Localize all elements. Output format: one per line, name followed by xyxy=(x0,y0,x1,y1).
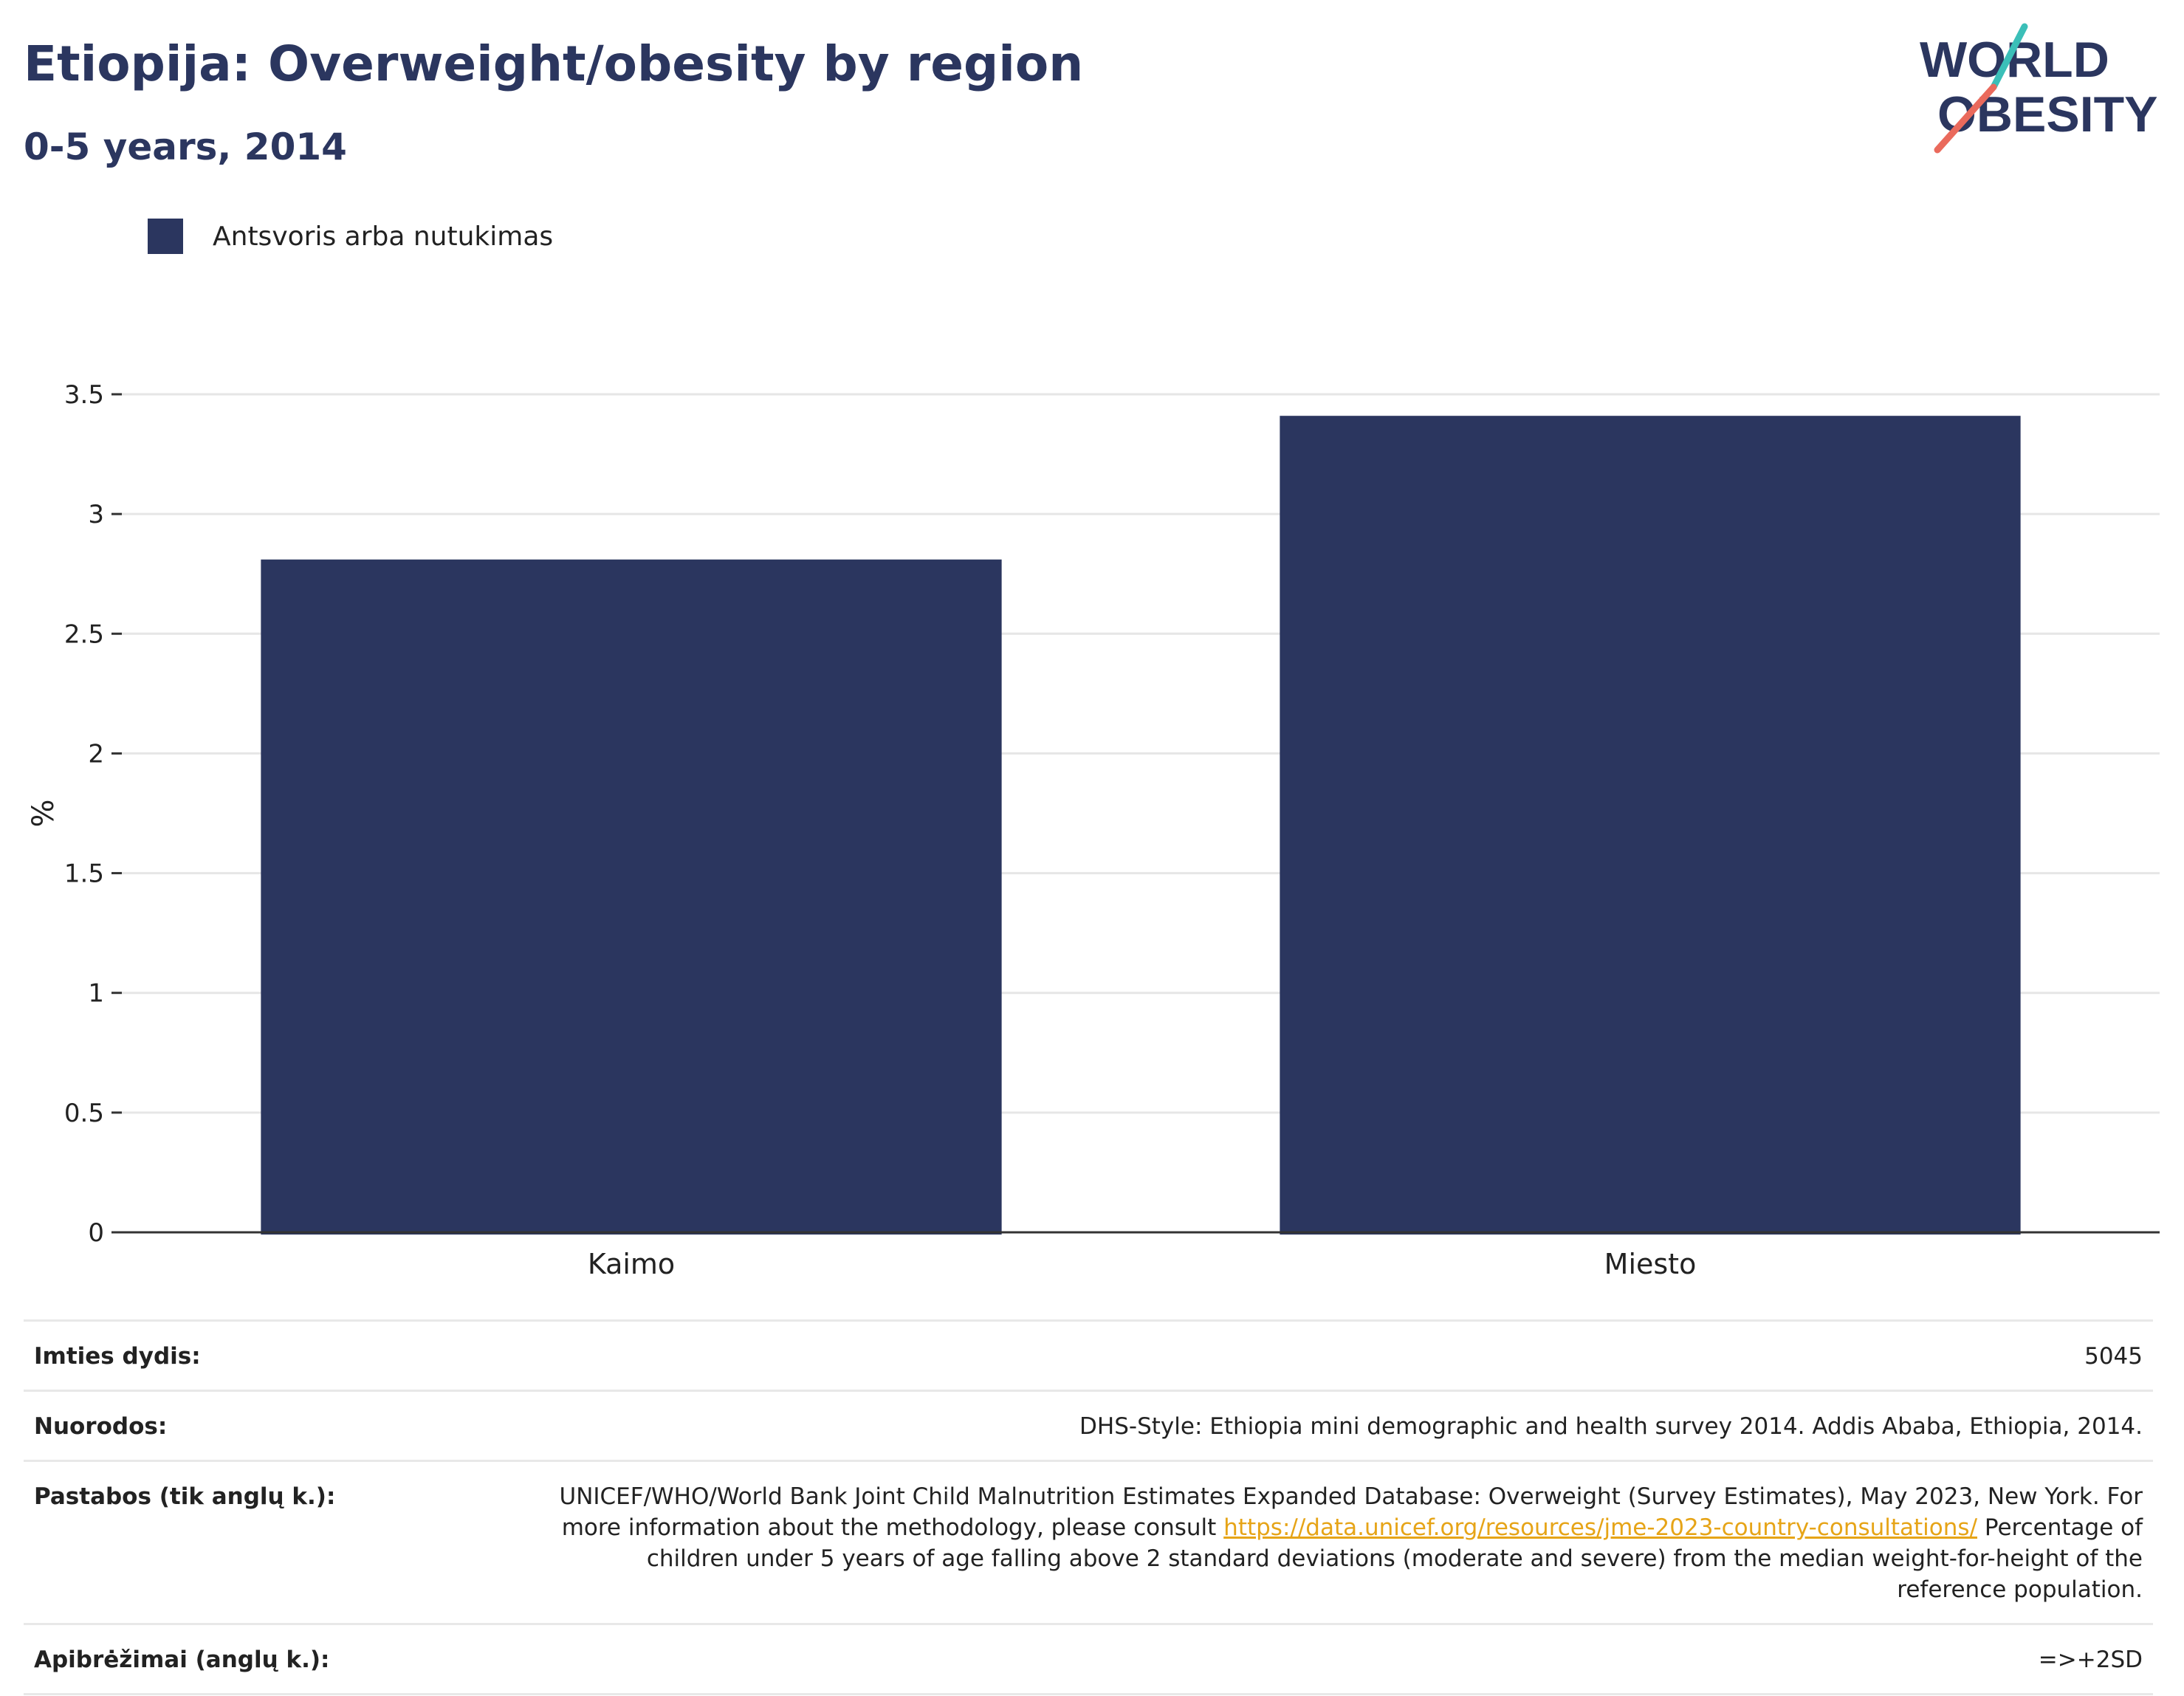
legend-label: Antsvoris arba nutukimas xyxy=(213,221,554,252)
x-tick-label: Miesto xyxy=(1604,1248,1697,1280)
world-obesity-logo: WORLD OBESITY xyxy=(1920,23,2158,154)
notes-link[interactable]: https://data.unicef.org/resources/jme-20… xyxy=(1223,1514,1978,1541)
notes-value: UNICEF/WHO/World Bank Joint Child Malnut… xyxy=(551,1481,2143,1605)
logo-text-obesity: OBESITY xyxy=(1937,86,2158,143)
y-tick-label: 1 xyxy=(88,979,104,1009)
info-row-sample-size: Imties dydis: 5045 xyxy=(24,1319,2153,1390)
y-tick-label: 1.5 xyxy=(64,859,104,889)
y-tick-label: 0.5 xyxy=(64,1099,104,1128)
logo-slash-teal xyxy=(1990,23,2028,91)
logo-slash-coral xyxy=(1934,83,1997,154)
definitions-value: =>+2SD xyxy=(2038,1647,2143,1673)
notes-text-2: Percentage of children under 5 years of … xyxy=(646,1514,2143,1603)
info-row-references: Nuorodos: DHS-Style: Ethiopia mini demog… xyxy=(24,1390,2153,1460)
y-tick-label: 0 xyxy=(88,1218,104,1248)
references-value: DHS-Style: Ethiopia mini demographic and… xyxy=(1079,1413,2143,1440)
info-table: Imties dydis: 5045 Nuorodos: DHS-Style: … xyxy=(24,1319,2153,1695)
legend: Antsvoris arba nutukimas xyxy=(148,219,553,254)
sample-size-value: 5045 xyxy=(2084,1343,2143,1370)
y-axis-label: % xyxy=(27,799,61,827)
chart-subtitle: 0-5 years, 2014 xyxy=(24,126,347,168)
notes-label: Pastabos (tik anglų k.): xyxy=(34,1483,336,1510)
y-tick-label: 2 xyxy=(88,739,104,769)
y-tick-label: 2.5 xyxy=(64,619,104,649)
references-label: Nuorodos: xyxy=(34,1413,168,1440)
legend-swatch xyxy=(148,219,183,254)
chart-title: Etiopija: Overweight/obesity by region xyxy=(24,35,1084,92)
bar-kaimo xyxy=(261,559,1002,1235)
notes-text-1: UNICEF/WHO/World Bank Joint Child Malnut… xyxy=(559,1483,2143,1541)
bar-chart: 0 0.5 1 1.5 2 2.5 3 3.5 Kaimo Miesto% xyxy=(27,380,2160,1280)
bar-miesto xyxy=(1280,416,2021,1235)
y-tick-label: 3 xyxy=(88,500,104,529)
definitions-label: Apibrėžimai (anglų k.): xyxy=(34,1647,330,1673)
x-tick-label: Kaimo xyxy=(588,1248,675,1280)
info-row-notes: Pastabos (tik anglų k.): UNICEF/WHO/Worl… xyxy=(24,1460,2153,1623)
info-row-definitions: Apibrėžimai (anglų k.): =>+2SD xyxy=(24,1623,2153,1695)
sample-size-label: Imties dydis: xyxy=(34,1343,201,1370)
y-tick-label: 3.5 xyxy=(64,380,104,410)
